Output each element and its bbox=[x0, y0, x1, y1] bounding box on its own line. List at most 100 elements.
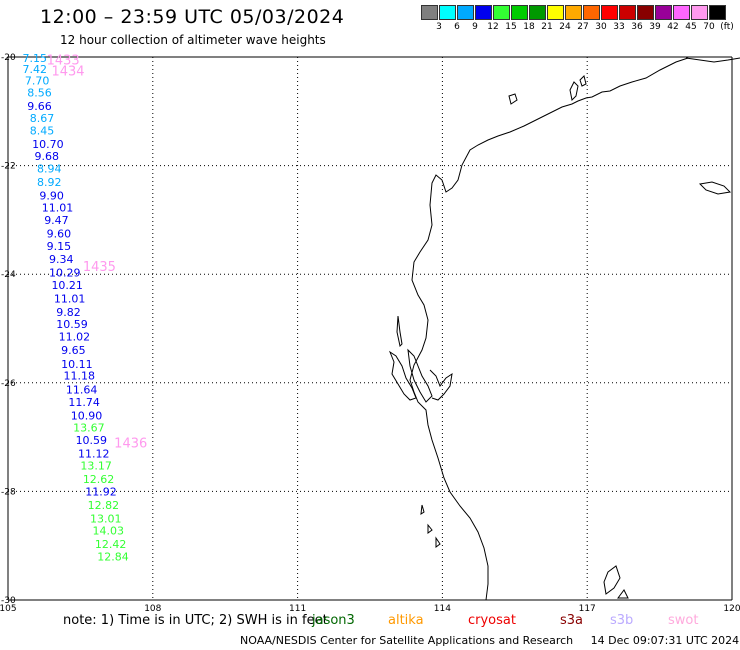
legend-label: 27 bbox=[577, 22, 589, 32]
island-abrolhos-2 bbox=[427, 523, 433, 534]
legend-label: 3 bbox=[436, 22, 442, 32]
latitude-tick-label: -22 bbox=[1, 162, 16, 172]
wave-height-value: 8.94 bbox=[37, 162, 62, 175]
island-barrow bbox=[508, 93, 518, 105]
wave-height-value: 9.60 bbox=[47, 227, 72, 240]
legend-label: 12 bbox=[487, 22, 499, 32]
longitude-tick-label: 120 bbox=[723, 604, 740, 614]
wave-height-value: 9.68 bbox=[35, 150, 60, 163]
pass-number-label: 1433 bbox=[47, 54, 80, 69]
latitude-tick-label: -20 bbox=[1, 53, 16, 63]
timestamp-text: 14 Dec 09:07:31 UTC 2024 bbox=[590, 634, 740, 647]
coastline-mainland bbox=[409, 57, 689, 601]
legend-swatch bbox=[619, 5, 636, 20]
wave-height-value: 10.59 bbox=[76, 434, 108, 447]
island-rottnest bbox=[603, 565, 621, 595]
latitude-tick-label: -28 bbox=[1, 487, 16, 497]
wave-height-value: 13.67 bbox=[73, 421, 105, 434]
legend-swatch bbox=[637, 5, 654, 20]
wave-height-value: 9.82 bbox=[56, 306, 80, 319]
legend-label: 6 bbox=[454, 22, 460, 32]
wave-height-value: 8.67 bbox=[30, 112, 55, 125]
wave-height-value: 9.34 bbox=[49, 253, 74, 266]
coastline-shark-bay-peron bbox=[407, 348, 433, 403]
wave-height-value: 14.03 bbox=[92, 524, 124, 537]
legend-label: 36 bbox=[631, 22, 643, 32]
wave-height-value: 9.66 bbox=[27, 100, 52, 113]
wave-height-value: 12.82 bbox=[88, 499, 120, 512]
satellite-name-swot: swot bbox=[668, 613, 699, 628]
wave-height-value: 10.21 bbox=[51, 279, 83, 292]
legend-unit: (ft) bbox=[720, 22, 734, 32]
legend-label: 33 bbox=[613, 22, 625, 32]
legend-swatch bbox=[673, 5, 690, 20]
wave-height-value: 11.02 bbox=[59, 331, 91, 344]
wave-height-value: 11.12 bbox=[78, 447, 110, 460]
wave-height-value: 13.01 bbox=[90, 513, 122, 526]
legend-swatch bbox=[511, 5, 528, 20]
wave-height-value: 11.01 bbox=[54, 293, 86, 306]
axis-labels: 105 108 111 114 117 120 -20 -22 -24 -26 -28 -30 bbox=[0, 53, 740, 614]
wave-height-value: 11.64 bbox=[66, 383, 98, 396]
wave-height-value: 12.84 bbox=[97, 551, 129, 564]
wave-height-value: 9.65 bbox=[61, 344, 86, 357]
legend-label: 24 bbox=[559, 22, 571, 32]
legend-swatch bbox=[691, 5, 708, 20]
wave-height-value: 9.15 bbox=[47, 240, 72, 253]
legend-swatch bbox=[565, 5, 582, 20]
legend-label: 42 bbox=[667, 22, 679, 32]
wave-height-value: 10.90 bbox=[71, 409, 103, 422]
coastline-shark-bay-peninsula bbox=[388, 350, 417, 401]
wave-height-value: 12.42 bbox=[95, 538, 127, 551]
pass-number-label: 1436 bbox=[114, 437, 147, 452]
legend-label: 39 bbox=[649, 22, 661, 32]
legend-label: 30 bbox=[595, 22, 607, 32]
legend-label: 21 bbox=[541, 22, 553, 32]
map-grid bbox=[7, 56, 733, 601]
satellite-name-s3b: s3b bbox=[610, 613, 634, 628]
legend-swatch bbox=[421, 5, 438, 20]
legend-swatch bbox=[529, 5, 546, 20]
longitude-tick-label: 117 bbox=[579, 604, 596, 614]
footer-note: note: 1) Time is in UTC; 2) SWH is in fe… bbox=[63, 613, 328, 628]
color-scale-bar bbox=[421, 5, 727, 20]
satellite-name-s3a: s3a bbox=[560, 613, 584, 628]
wave-height-value: 11.92 bbox=[85, 485, 117, 498]
wave-height-values: 7.157.427.708.569.668.678.4510.709.688.9… bbox=[22, 52, 128, 563]
footer-credit: NOAA/NESDIS Center for Satellite Applica… bbox=[240, 634, 739, 647]
satellite-name-cryosat: cryosat bbox=[468, 613, 516, 628]
wave-height-value: 7.15 bbox=[22, 52, 47, 65]
latitude-tick-label: -30 bbox=[1, 596, 16, 606]
wave-height-value: 9.47 bbox=[44, 214, 68, 227]
latitude-tick-label: -24 bbox=[1, 270, 16, 280]
satellite-name-jason3: jason3 bbox=[312, 613, 355, 628]
legend-swatch bbox=[457, 5, 474, 20]
coastline-cape bbox=[685, 57, 740, 63]
legend-swatch bbox=[547, 5, 564, 20]
legend-swatch bbox=[655, 5, 672, 20]
wave-height-value: 11.74 bbox=[68, 396, 100, 409]
island-dampier-2 bbox=[579, 75, 587, 87]
wave-height-value: 7.70 bbox=[25, 74, 50, 87]
island-abrolhos-1 bbox=[420, 504, 425, 516]
wave-height-value: 9.90 bbox=[39, 189, 64, 202]
wave-height-value: 11.18 bbox=[64, 370, 96, 383]
pass-number-label: 1434 bbox=[51, 65, 84, 80]
wave-height-value: 8.45 bbox=[30, 124, 55, 137]
credit-text: NOAA/NESDIS Center for Satellite Applica… bbox=[240, 634, 574, 647]
legend-swatch bbox=[709, 5, 726, 20]
wave-height-value: 13.17 bbox=[80, 459, 112, 472]
legend-label: 70 bbox=[703, 22, 715, 32]
longitude-tick-label: 114 bbox=[434, 604, 451, 614]
latitude-tick-label: -26 bbox=[1, 379, 16, 389]
coastline-shark-bay-inner bbox=[429, 369, 453, 401]
legend-label: 15 bbox=[505, 22, 517, 32]
legend-swatch bbox=[475, 5, 492, 20]
island-se-1 bbox=[617, 589, 629, 599]
island-rowley bbox=[698, 181, 732, 195]
legend-swatch bbox=[583, 5, 600, 20]
longitude-tick-label: 108 bbox=[144, 604, 161, 614]
page-subtitle: 12 hour collection of altimeter wave hei… bbox=[60, 33, 326, 47]
